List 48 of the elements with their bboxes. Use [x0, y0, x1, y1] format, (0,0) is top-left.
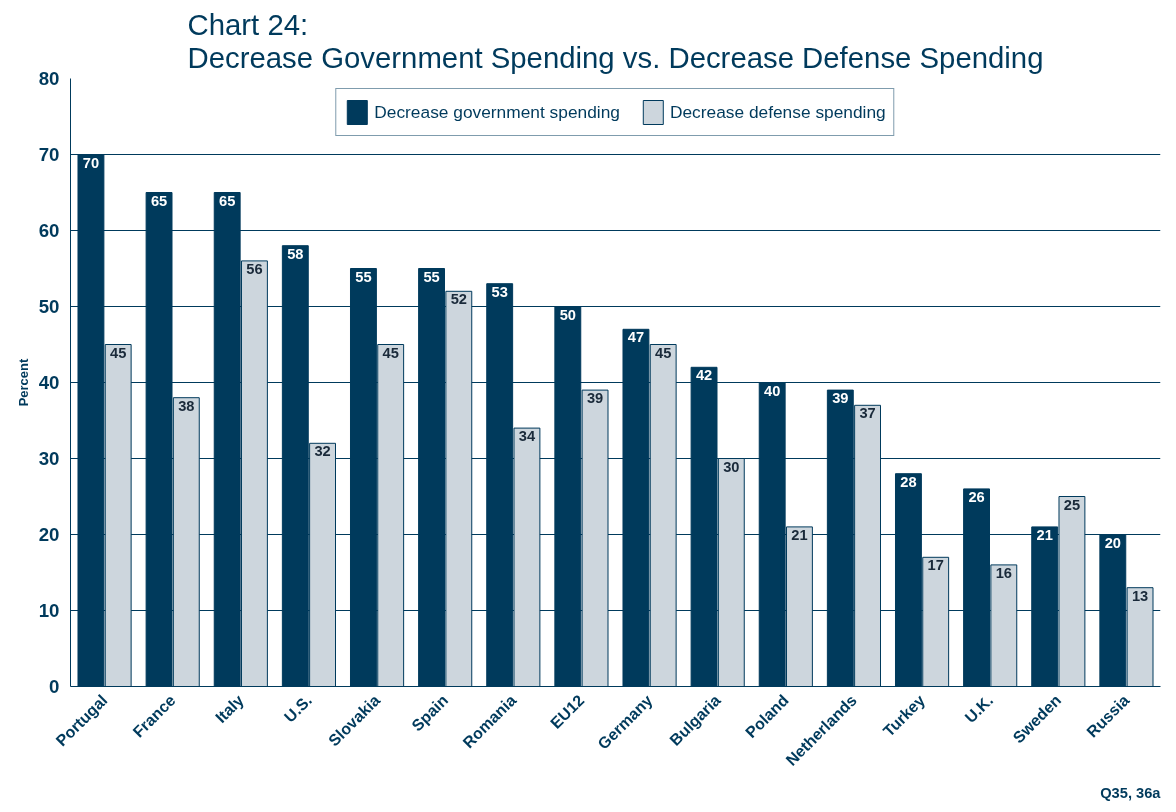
data-label: 70: [82, 154, 100, 171]
x-tick-label: U.K.: [961, 691, 997, 727]
data-label: 30: [723, 458, 740, 475]
data-label: 13: [1131, 587, 1149, 604]
y-tick-label: 80: [38, 68, 60, 89]
legend-label: Decrease defense spending: [669, 101, 886, 123]
data-label: 38: [178, 397, 195, 414]
data-label: 17: [927, 557, 944, 574]
data-label: 37: [859, 405, 876, 422]
y-tick-label: 0: [49, 676, 60, 697]
data-label: 39: [586, 390, 604, 407]
y-tick-label: 30: [38, 448, 60, 469]
data-label: 58: [287, 245, 304, 262]
data-label: 21: [1036, 526, 1053, 543]
data-label: 65: [150, 192, 168, 209]
y-axis-title: Percent: [15, 357, 31, 407]
data-label: 55: [423, 268, 440, 285]
y-tick-label: 70: [38, 144, 60, 165]
data-label: 28: [900, 473, 917, 490]
y-tick-label: 10: [38, 600, 60, 621]
data-label: 32: [314, 443, 331, 460]
y-tick-label: 50: [38, 296, 60, 317]
text: Q35, 36a: [1100, 784, 1162, 801]
data-label: 56: [246, 260, 263, 277]
data-label: 45: [110, 344, 127, 361]
legend-label: Decrease government spending: [374, 101, 620, 123]
data-label: 39: [832, 390, 849, 407]
data-label: 21: [791, 526, 808, 543]
y-tick-label: 20: [38, 524, 60, 545]
data-label: 26: [968, 488, 985, 505]
data-label: 25: [1063, 496, 1081, 513]
data-label: 55: [355, 268, 372, 285]
data-label: 42: [695, 367, 713, 384]
y-tick-label: 60: [38, 220, 60, 241]
data-label: 45: [655, 344, 672, 361]
data-label: 50: [559, 306, 576, 323]
data-label: 65: [219, 192, 236, 209]
data-label: 53: [491, 283, 508, 300]
data-label: 40: [764, 382, 781, 399]
data-label: 20: [1104, 534, 1121, 551]
data-label: 52: [450, 291, 467, 308]
data-label: 45: [382, 344, 399, 361]
data-label: 47: [627, 329, 645, 346]
x-tick-label: U.S.: [280, 691, 315, 726]
chart-title: Chart 24: Decrease Government Spending vs. Decrease Defense Spending: [187, 7, 1044, 74]
data-label: 16: [995, 564, 1012, 581]
data-label: 34: [518, 428, 536, 445]
y-tick-label: 40: [38, 372, 60, 393]
